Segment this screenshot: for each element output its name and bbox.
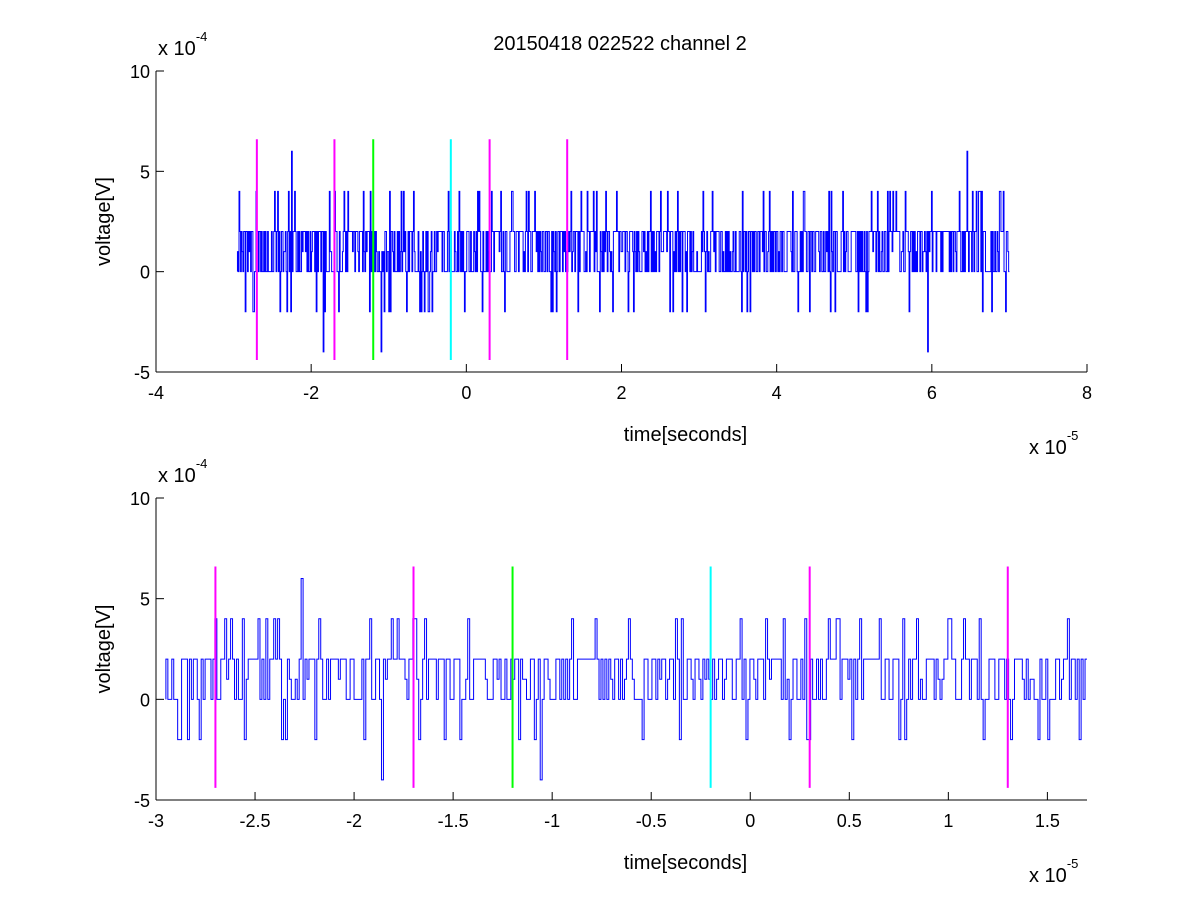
x-multiplier-exp: -5	[1067, 856, 1079, 871]
figure-title: 20150418 022522 channel 2	[493, 33, 747, 55]
x-tick-label: -0.5	[636, 811, 667, 831]
y-axis-label: voltage[V]	[93, 177, 115, 266]
y-multiplier-exp: -4	[196, 456, 208, 471]
y-tick-label: 0	[140, 690, 150, 710]
x-tick-label: -2.5	[240, 811, 271, 831]
x-multiplier-base: x 10	[1029, 865, 1067, 887]
x-tick-label: -2	[303, 383, 319, 403]
x-tick-label: 4	[772, 383, 782, 403]
x-tick-label: 0.5	[837, 811, 862, 831]
y-tick-label: 5	[140, 590, 150, 610]
y-multiplier: x 10-4	[158, 456, 207, 487]
y-tick-label: -5	[134, 791, 150, 811]
x-tick-label: -1.5	[438, 811, 469, 831]
x-tick-label: 0	[461, 383, 471, 403]
y-tick-label: 0	[140, 263, 150, 283]
x-tick-label: -2	[346, 811, 362, 831]
x-tick-label: -4	[148, 383, 164, 403]
x-multiplier: x 10-5	[1029, 856, 1078, 887]
x-tick-label: 0	[745, 811, 755, 831]
y-tick-label: 10	[130, 62, 150, 82]
y-axis-label: voltage[V]	[93, 605, 115, 694]
x-multiplier: x 10-5	[1029, 428, 1078, 459]
y-tick-label: 5	[140, 162, 150, 182]
x-axis-label: time[seconds]	[624, 424, 747, 446]
x-tick-label: 2	[616, 383, 626, 403]
x-multiplier-base: x 10	[1029, 437, 1067, 459]
voltage-trace	[165, 578, 1087, 781]
y-tick-label: -5	[134, 363, 150, 383]
x-tick-label: -3	[148, 811, 164, 831]
x-tick-label: 6	[927, 383, 937, 403]
voltage-trace	[236, 150, 1010, 353]
y-tick-label: 10	[130, 489, 150, 509]
y-multiplier: x 10-4	[158, 29, 207, 60]
x-tick-label: 8	[1082, 383, 1092, 403]
bottom-subplot: -3 -2.5 -2 -1.5 -1 -0.5 0 0.5 1 1.5 -5 0 5 10 time[sec…	[93, 456, 1087, 887]
x-axis-label: time[seconds]	[624, 852, 747, 874]
x-tick-label: 1	[943, 811, 953, 831]
x-tick-label: 1.5	[1035, 811, 1060, 831]
x-tick-label: -1	[544, 811, 560, 831]
y-multiplier-base: x 10	[158, 38, 196, 60]
y-multiplier-exp: -4	[196, 29, 208, 44]
top-subplot: -4 -2 0 2 4 6 8 -5 0 5 10 time[seconds] voltage[V] x …	[93, 29, 1092, 459]
y-multiplier-base: x 10	[158, 465, 196, 487]
x-multiplier-exp: -5	[1067, 428, 1079, 443]
